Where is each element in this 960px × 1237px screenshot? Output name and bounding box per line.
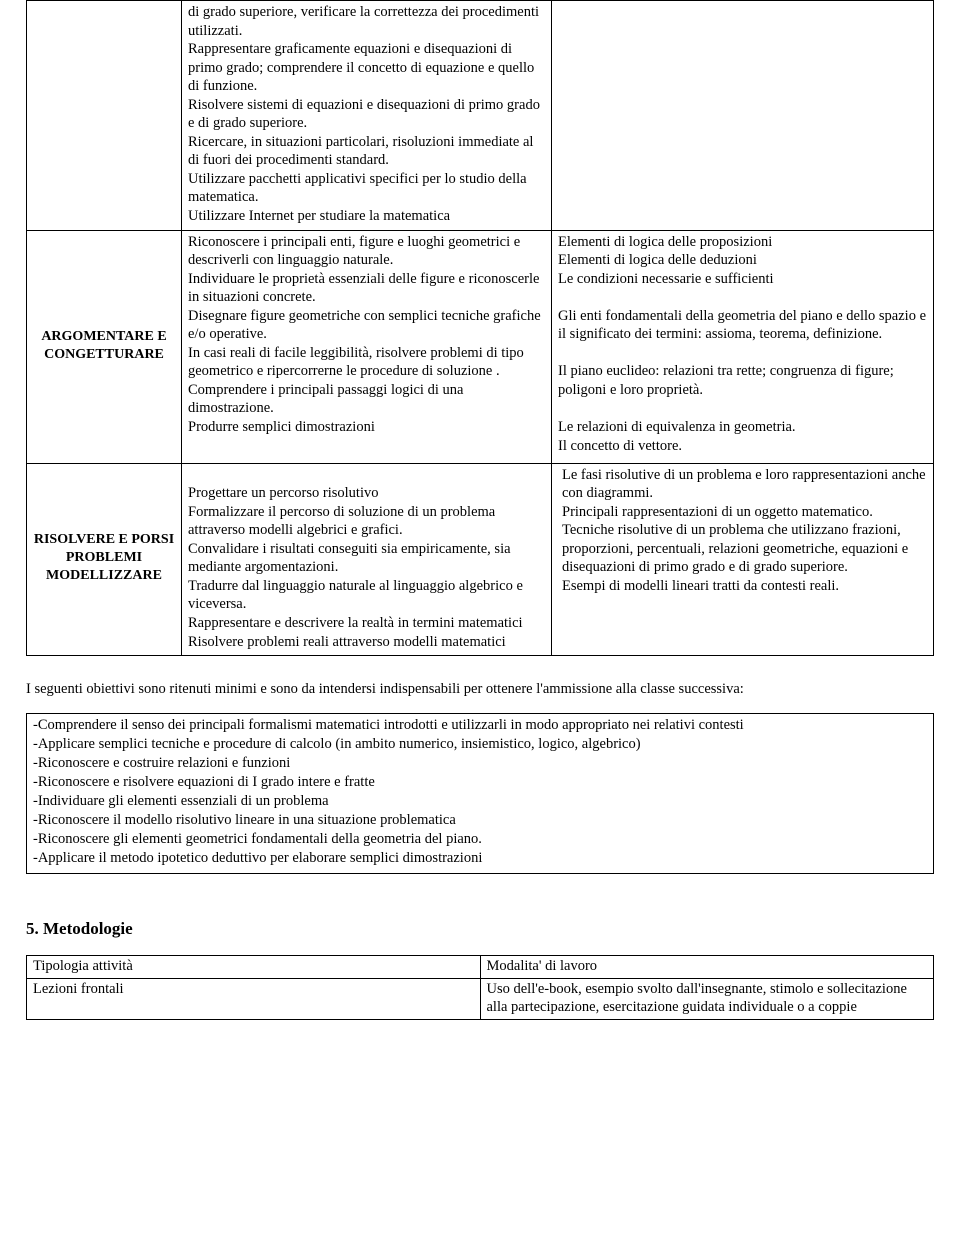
row2-col2: Progettare un percorso risolutivo Formal… xyxy=(182,463,552,655)
intro-paragraph: I seguenti obiettivi sono ritenuti minim… xyxy=(26,680,934,699)
row-label-2: RISOLVERE E PORSI PROBLEMI MODELLIZZARE xyxy=(27,463,182,655)
method-table: Tipologia attività Modalita' di lavoro L… xyxy=(26,955,934,1020)
table-row: Lezioni frontali Uso dell'e-book, esempi… xyxy=(27,978,934,1019)
method-header-right: Modalita' di lavoro xyxy=(480,956,934,979)
row2-col3: Le fasi risolutive di un problema e loro… xyxy=(552,463,934,655)
row1-col3: Elementi di logica delle proposizioni El… xyxy=(552,230,934,463)
row-label-1: ARGOMENTARE E CONGETTURARE xyxy=(27,230,182,463)
row0-col3 xyxy=(552,1,934,231)
method-header-left: Tipologia attività xyxy=(27,956,481,979)
row-label-0 xyxy=(27,1,182,231)
row1-col2: Riconoscere i principali enti, figure e … xyxy=(182,230,552,463)
table-row: RISOLVERE E PORSI PROBLEMI MODELLIZZARE … xyxy=(27,463,934,655)
table-row: di grado superiore, verificare la corret… xyxy=(27,1,934,231)
method-r1c1: Lezioni frontali xyxy=(27,978,481,1019)
content-table: di grado superiore, verificare la corret… xyxy=(26,0,934,656)
heading-metodologie: 5. Metodologie xyxy=(26,918,934,940)
objectives-box: -Comprendere il senso dei principali for… xyxy=(26,713,934,874)
table-row: Tipologia attività Modalita' di lavoro xyxy=(27,956,934,979)
table-row: ARGOMENTARE E CONGETTURARE Riconoscere i… xyxy=(27,230,934,463)
row0-col2: di grado superiore, verificare la corret… xyxy=(182,1,552,231)
method-r1c2: Uso dell'e-book, esempio svolto dall'ins… xyxy=(480,978,934,1019)
